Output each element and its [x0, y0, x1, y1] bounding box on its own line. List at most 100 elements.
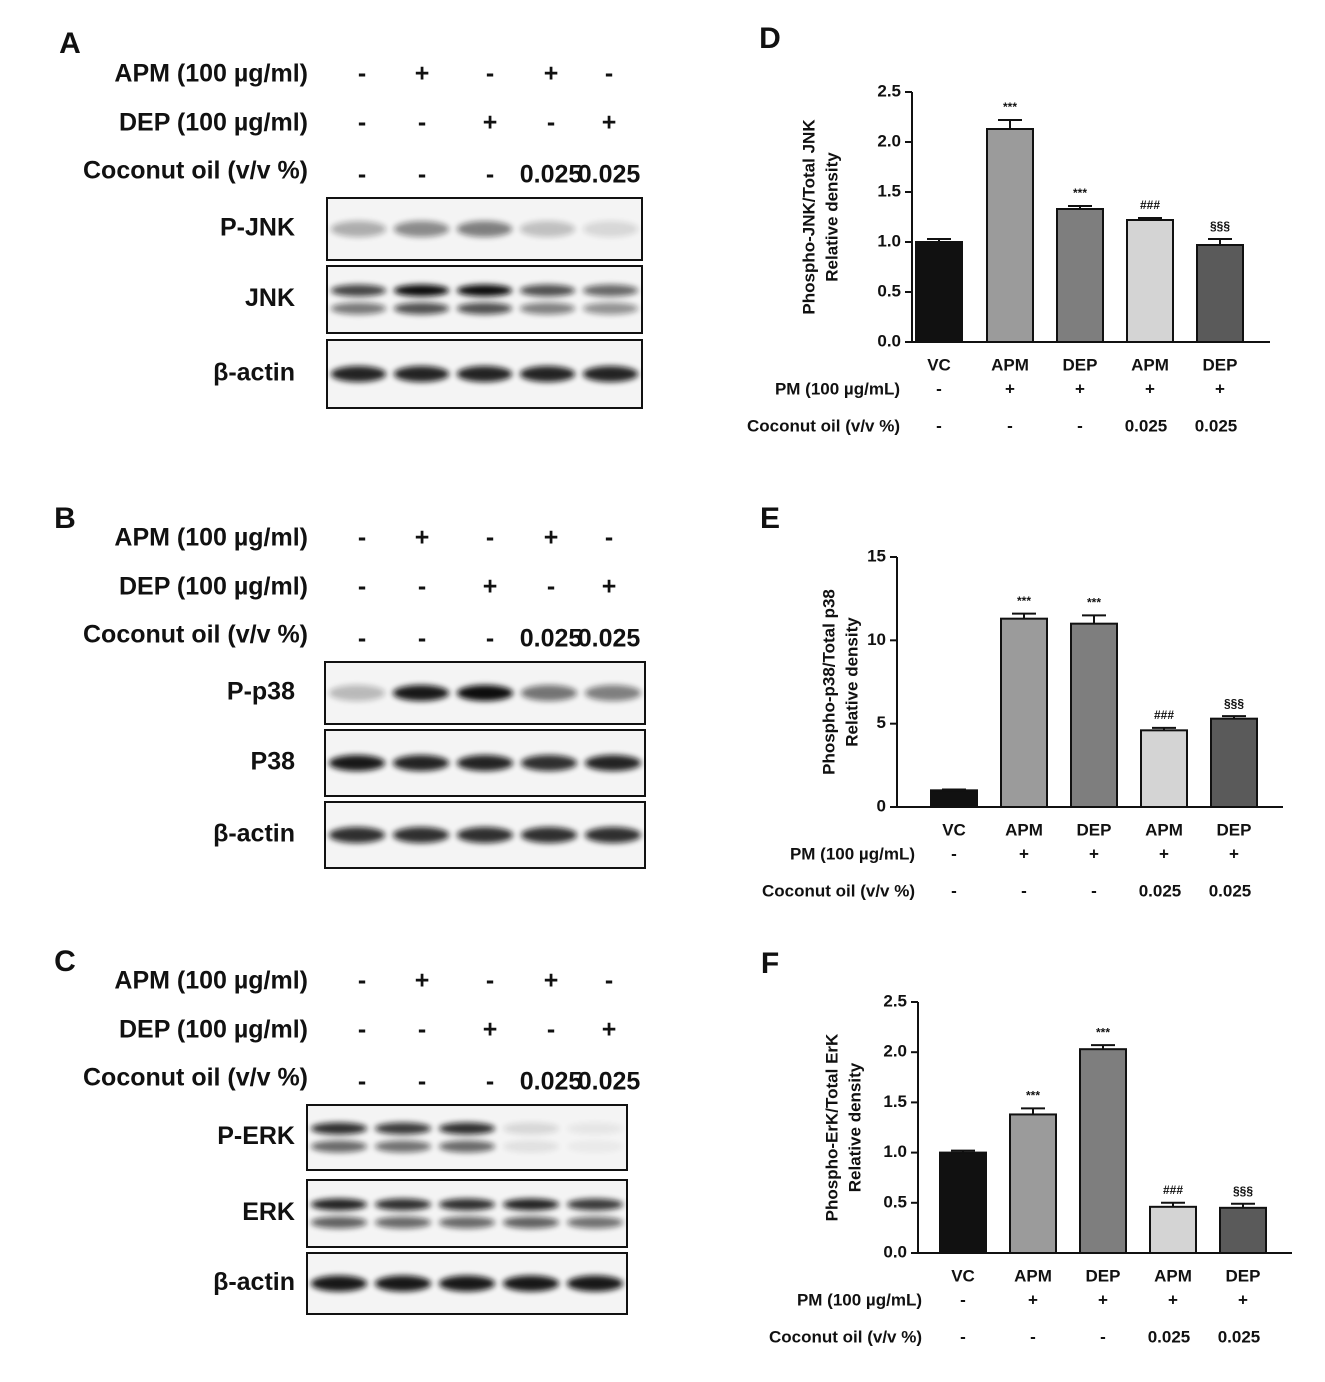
condition-value: 0.025	[578, 1068, 641, 1096]
condition-value: +	[483, 1016, 498, 1044]
band	[584, 827, 642, 843]
band	[392, 755, 450, 771]
condition-value: -	[358, 625, 366, 653]
band	[438, 1275, 496, 1292]
blot-strip	[324, 729, 646, 797]
bar	[915, 241, 963, 343]
band	[456, 284, 513, 297]
y-axis-label: Phospho-JNK/Total JNK	[799, 119, 818, 315]
x-tick-label: VC	[951, 1266, 975, 1285]
significance: ***	[1026, 1089, 1040, 1103]
row-value: 0.025	[1195, 416, 1238, 435]
blot-strip	[306, 1104, 628, 1171]
band	[566, 1122, 624, 1135]
row-value: -	[1021, 881, 1027, 900]
band-label: P-JNK	[220, 214, 295, 242]
band	[310, 1122, 368, 1135]
row-label: Coconut oil (v/v %)	[747, 416, 900, 435]
band	[393, 221, 450, 237]
condition-value: -	[358, 1016, 366, 1044]
panel-letter: B	[54, 502, 76, 535]
band	[328, 755, 386, 771]
band	[330, 366, 387, 382]
condition-value: +	[544, 60, 559, 88]
band	[520, 827, 578, 843]
band	[374, 1216, 432, 1229]
y-tick-label: 15	[867, 546, 886, 565]
row-label: PM (100 µg/mL)	[775, 379, 900, 398]
bar	[930, 789, 978, 808]
band	[582, 302, 639, 315]
y-tick-label: 2.0	[877, 131, 901, 150]
row-value: +	[1145, 379, 1155, 398]
significance: ###	[1154, 708, 1174, 722]
band	[310, 1198, 368, 1211]
row-value: -	[960, 1327, 966, 1346]
condition-value: -	[418, 573, 426, 601]
condition-value: -	[605, 60, 613, 88]
condition-value: -	[605, 967, 613, 995]
band-label: β-actin	[213, 1268, 295, 1296]
band	[519, 284, 576, 297]
x-tick-label: DEP	[1086, 1266, 1121, 1285]
y-axis-label: Relative density	[845, 1062, 864, 1192]
band	[438, 1198, 496, 1211]
band	[582, 366, 639, 382]
row-value: -	[1007, 416, 1013, 435]
band	[438, 1216, 496, 1229]
x-tick-label: APM	[991, 355, 1029, 374]
condition-value: +	[415, 524, 430, 552]
y-tick-label: 1.0	[877, 231, 901, 250]
condition-value: -	[418, 1016, 426, 1044]
band	[456, 827, 514, 843]
blot-box	[306, 1179, 628, 1248]
row-value: -	[1100, 1327, 1106, 1346]
band	[393, 284, 450, 297]
blot-strip	[326, 265, 643, 334]
band	[584, 755, 642, 771]
panel-letter: D	[759, 22, 781, 55]
x-tick-label: APM	[1145, 820, 1183, 839]
band	[392, 685, 450, 701]
band-label: ERK	[242, 1198, 295, 1226]
row-label: PM (100 µg/mL)	[797, 1290, 922, 1309]
significance: ***	[1096, 1025, 1110, 1039]
band	[392, 827, 450, 843]
panel-letter: C	[54, 945, 76, 978]
condition-value: -	[358, 524, 366, 552]
row-label: Coconut oil (v/v %)	[762, 881, 915, 900]
condition-value: 0.025	[520, 161, 583, 189]
row-value: -	[936, 379, 942, 398]
band	[582, 221, 639, 237]
panel-letter: E	[760, 502, 780, 535]
y-axis-label: Phospho-p38/Total p38	[819, 589, 838, 775]
significance: ***	[1073, 186, 1087, 200]
x-tick-label: VC	[942, 820, 966, 839]
condition-label: APM (100 µg/ml)	[114, 967, 308, 995]
band	[566, 1216, 624, 1229]
condition-label: APM (100 µg/ml)	[114, 60, 308, 88]
band	[456, 685, 514, 701]
band	[330, 284, 387, 297]
row-value: -	[960, 1290, 966, 1309]
y-tick-label: 0.5	[883, 1192, 907, 1211]
condition-value: -	[486, 524, 494, 552]
blot-strip	[306, 1252, 628, 1315]
y-tick-label: 5	[877, 713, 886, 732]
x-tick-label: APM	[1131, 355, 1169, 374]
row-value: +	[1215, 379, 1225, 398]
significance: ***	[1087, 596, 1101, 610]
condition-value: -	[486, 625, 494, 653]
row-label: PM (100 µg/mL)	[790, 844, 915, 863]
bar	[1140, 729, 1188, 808]
band	[374, 1140, 432, 1153]
x-tick-label: APM	[1154, 1266, 1192, 1285]
blot-box	[326, 265, 643, 334]
band	[310, 1216, 368, 1229]
row-value: -	[1091, 881, 1097, 900]
significance: ***	[1017, 594, 1031, 608]
row-value: -	[951, 844, 957, 863]
band	[582, 284, 639, 297]
row-value: -	[1077, 416, 1083, 435]
row-value: +	[1089, 844, 1099, 863]
